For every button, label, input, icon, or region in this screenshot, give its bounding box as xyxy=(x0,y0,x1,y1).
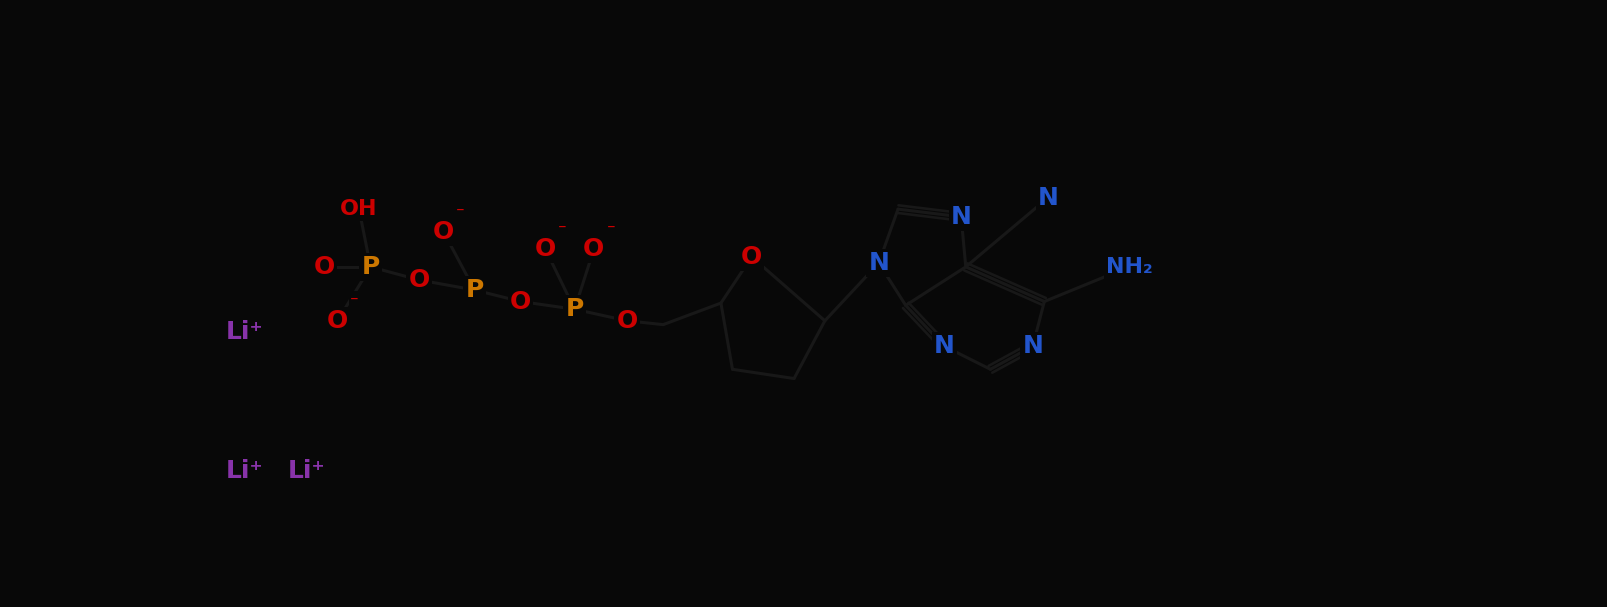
Text: O: O xyxy=(408,268,429,292)
Text: O: O xyxy=(615,309,638,333)
Text: NH₂: NH₂ xyxy=(1106,257,1152,277)
Text: ⁻: ⁻ xyxy=(350,293,358,311)
Text: N: N xyxy=(1022,334,1043,358)
Text: O: O xyxy=(432,220,455,244)
Text: O: O xyxy=(583,237,604,261)
Text: OH: OH xyxy=(341,199,378,219)
Text: Li⁺: Li⁺ xyxy=(227,459,264,483)
Text: N: N xyxy=(950,205,971,229)
Text: O: O xyxy=(509,290,530,314)
Text: O: O xyxy=(313,255,334,279)
Text: O: O xyxy=(535,237,556,261)
Text: P: P xyxy=(464,278,484,302)
Text: N: N xyxy=(868,251,889,275)
Text: P: P xyxy=(362,255,379,279)
Text: O: O xyxy=(326,309,347,333)
Text: O: O xyxy=(741,245,762,269)
Text: P: P xyxy=(566,297,583,321)
Text: N: N xyxy=(1037,186,1057,209)
Text: N: N xyxy=(934,334,955,358)
Text: ⁻: ⁻ xyxy=(606,221,615,239)
Text: ⁻: ⁻ xyxy=(456,204,464,222)
Text: ⁻: ⁻ xyxy=(558,221,566,239)
Text: Li⁺: Li⁺ xyxy=(288,459,325,483)
Text: Li⁺: Li⁺ xyxy=(227,320,264,344)
